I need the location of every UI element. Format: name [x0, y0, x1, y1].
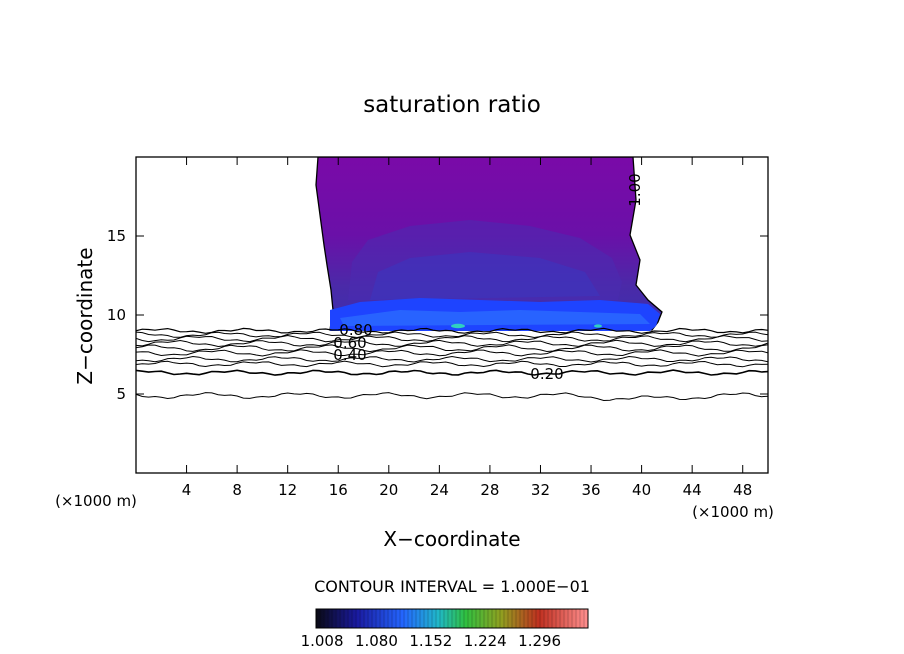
colorbar-tick-label: 1.296 — [518, 632, 561, 650]
contour-lines — [136, 327, 768, 402]
contour-line — [136, 349, 768, 357]
x-unit-label-right: (×1000 m) — [692, 503, 774, 521]
colorbar-tick-label: 1.224 — [464, 632, 507, 650]
x-tick-label: 16 — [329, 481, 348, 499]
contour-label: 1.00 — [626, 173, 644, 206]
x-tick-label: 32 — [531, 481, 550, 499]
y-tick-label: 5 — [116, 385, 126, 403]
contour-line — [136, 327, 768, 334]
contour-label: 0.80 — [339, 321, 372, 339]
filled-contour-region — [315, 157, 663, 331]
x-tick-label: 40 — [632, 481, 651, 499]
contour-interval-text: CONTOUR INTERVAL = 1.000E−01 — [314, 577, 590, 596]
x-tick-label: 44 — [683, 481, 702, 499]
x-tick-label: 24 — [430, 481, 449, 499]
contour-label: 0.20 — [530, 365, 563, 383]
x-tick-label: 36 — [581, 481, 600, 499]
contour-label: 0.60 — [333, 334, 366, 352]
x-tick-label: 8 — [232, 481, 242, 499]
colorbar-tick-label: 1.008 — [301, 632, 344, 650]
cloud-core-region — [370, 252, 600, 300]
contour-line — [136, 355, 768, 363]
contour-line — [136, 360, 768, 368]
x-tick-label: 4 — [182, 481, 192, 499]
colorbar-stripes — [319, 609, 585, 628]
contour-line — [136, 339, 768, 348]
chart-title: saturation ratio — [363, 92, 541, 118]
colorbar-labels: 1.008 1.080 1.152 1.224 1.296 — [301, 632, 562, 650]
y-tick-label: 15 — [107, 227, 126, 245]
y-axis-label: Z−coordinate — [73, 247, 97, 384]
contour-line — [136, 331, 768, 339]
colorbar-tick-label: 1.152 — [409, 632, 452, 650]
contour-line — [136, 369, 768, 376]
x-tick-label: 20 — [379, 481, 398, 499]
y-tick-label: 10 — [107, 306, 126, 324]
x-tick-label: 48 — [733, 481, 752, 499]
contour-line — [136, 334, 768, 343]
cloud-base-core — [340, 310, 650, 326]
x-unit-label-left: (×1000 m) — [55, 492, 137, 510]
colorbar — [315, 608, 589, 629]
cloud-base-highlight — [451, 323, 465, 329]
x-axis-label: X−coordinate — [383, 527, 520, 551]
contour-line — [136, 344, 768, 353]
contour-line — [136, 392, 768, 402]
cloud-base-highlight — [594, 324, 602, 328]
contour-label-group: 1.00 0.80 0.60 0.40 0.20 — [333, 173, 644, 383]
colorbar-tick-label: 1.080 — [355, 632, 398, 650]
contour-label: 0.40 — [333, 346, 366, 364]
x-tick-label: 12 — [278, 481, 297, 499]
x-tick-label: 28 — [480, 481, 499, 499]
